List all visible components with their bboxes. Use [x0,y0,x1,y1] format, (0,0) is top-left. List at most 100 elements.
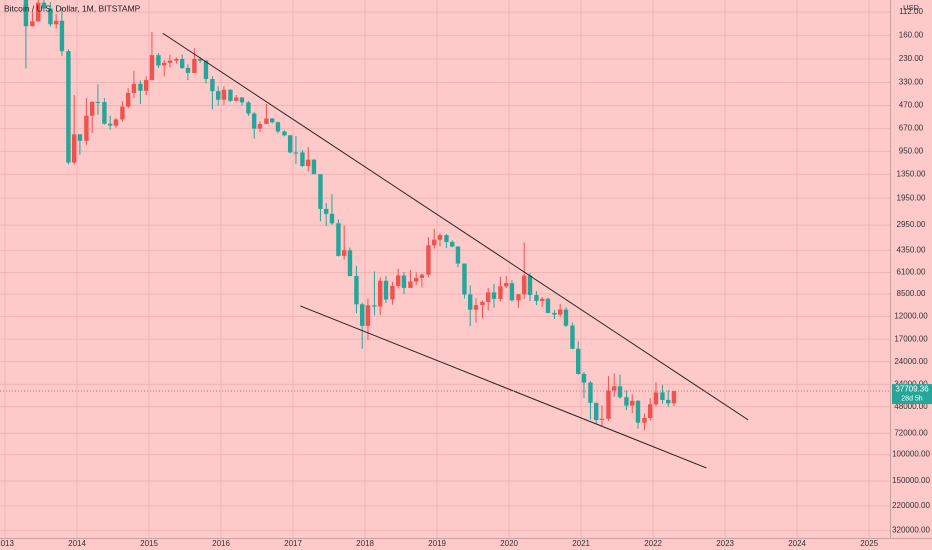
candle-body [23,0,29,27]
x-tick-label: 2014 [68,539,86,548]
candle-body [269,118,275,123]
candle-body [95,101,101,103]
candle-body [179,58,185,68]
candle-body [143,80,149,91]
candle-body [71,134,77,163]
candle-body [617,386,623,398]
countdown-label: 28d 5h [901,395,923,402]
candle-body [239,97,245,103]
candle-body [174,58,179,61]
candle-body [347,250,353,277]
candle-body [450,241,455,247]
candle-body [540,298,545,301]
y-tick-label: 48000.00 [894,402,928,411]
candle-body [594,402,599,420]
x-tick-label: 2018 [356,539,374,548]
chart-title: Bitcoin / U.S. Dollar, 1M, BITSTAMP [4,3,141,13]
candle-body [431,239,437,246]
candle-body [203,60,209,80]
candle-body [570,325,575,349]
y-tick-label: 150000.00 [892,476,930,485]
candle-body [125,93,131,107]
candle-body [156,55,161,66]
plot-area [0,0,890,469]
candle-body [287,135,293,153]
candle-body [576,348,581,374]
candle-body [228,89,233,101]
candle-body [161,62,167,66]
candle-body [354,276,359,305]
x-tick-label: 2019 [428,539,446,548]
candle-body [197,58,203,61]
candle-body [491,292,497,299]
x-tick-label: 2023 [716,539,734,548]
candle-body [264,118,269,124]
y-tick-label: 8500.00 [897,289,926,298]
candle-body [480,301,485,306]
candle-body [486,292,491,302]
candle-body [336,223,341,256]
x-tick-label: 2021 [572,539,590,548]
x-tick-label: 2015 [140,539,158,548]
candle-body [552,312,557,315]
candle-body [581,373,587,383]
x-tick-label: 2022 [644,539,662,548]
candle-body [635,400,641,423]
candle-body [624,397,629,406]
candle-body [395,275,401,286]
candle-body [372,305,377,307]
candle-body [48,8,53,25]
candle-body [329,213,335,224]
candle-body [671,391,677,404]
x-tick-label: 2017 [284,539,302,548]
y-tick-label: 24000.00 [894,357,928,366]
y-tick-label: 320000.00 [892,525,930,534]
x-tick-label: 2025 [860,539,878,548]
x-tick-label: 2024 [788,539,806,548]
price-label: 37709.36 [895,385,929,394]
candle-body [246,102,251,114]
candle-body [323,208,329,214]
candle-body [30,21,35,27]
y-tick-label: 670.00 [899,124,924,133]
candle-body [444,235,449,242]
x-tick-label: 2016 [212,539,230,548]
candle-body [383,280,389,300]
candle-body [359,304,365,326]
candle-body [648,404,653,418]
candle-body [498,286,503,299]
candle-body [89,101,95,116]
candle-body [192,58,197,73]
candle-body [41,2,47,9]
candle-body [77,134,83,141]
candle-body [527,275,533,296]
candle-body [534,295,539,301]
candle-body [365,305,371,326]
y-tick-label: 160.00 [899,30,924,39]
candle-body [666,399,671,404]
candle-body [630,400,635,406]
y-tick-label: 1350.00 [897,169,926,178]
candle-body [341,250,347,256]
candle-body [311,159,317,175]
y-tick-label: 72000.00 [894,428,928,437]
candle-body [642,417,647,423]
candle-body [275,122,281,132]
y-tick-label: 220000.00 [892,501,930,510]
x-tick-label: 2013 [0,539,14,548]
candle-body [455,246,461,264]
currency-label: USD [903,3,919,12]
candle-body [588,382,593,403]
candle-body [149,55,155,81]
candle-body [138,83,143,91]
candle-body [251,113,257,129]
candle-body [300,152,305,167]
candle-body [558,309,563,315]
candle-body [113,119,119,126]
candle-body [305,159,311,167]
candle-body [462,263,467,295]
y-tick-label: 950.00 [899,146,924,155]
candle-body [377,280,383,307]
candle-body [522,275,527,295]
y-tick-label: 4350.00 [897,246,926,255]
